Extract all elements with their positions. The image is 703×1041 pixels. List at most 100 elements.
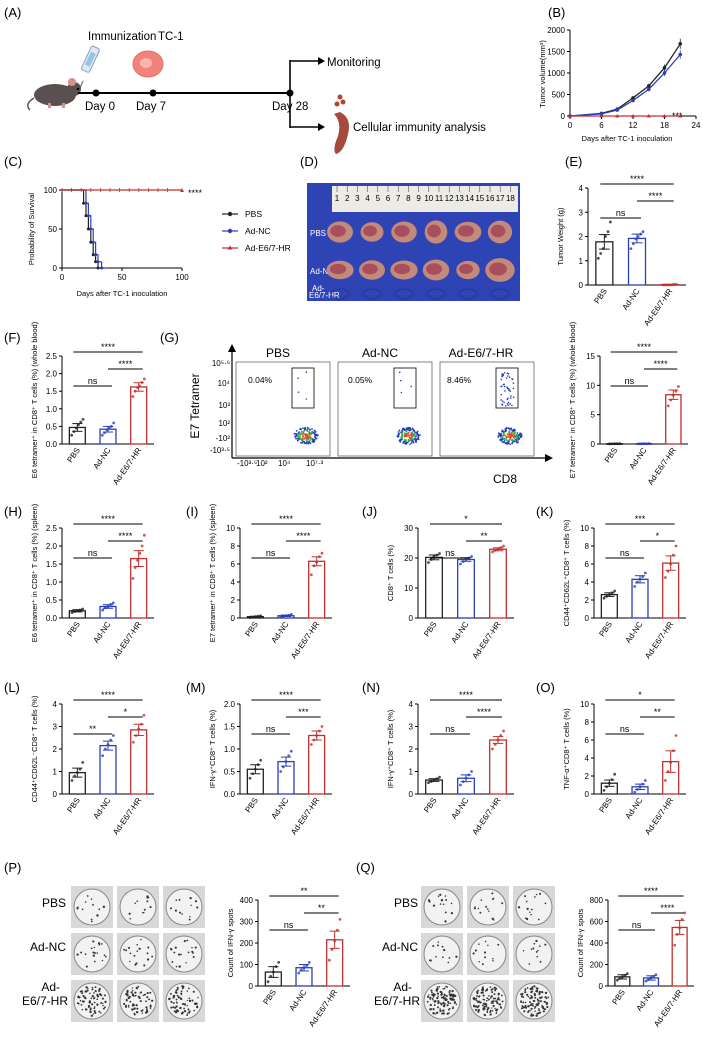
elispot-spot bbox=[546, 1005, 549, 1009]
elispot-spot bbox=[149, 1007, 152, 1009]
flow-event bbox=[500, 434, 503, 437]
elispot-spot bbox=[178, 898, 181, 901]
elispot-spot bbox=[88, 1004, 91, 1008]
flow-gated-event bbox=[507, 373, 510, 375]
elispot-spot bbox=[442, 1009, 445, 1012]
elispot-spot bbox=[96, 1003, 99, 1006]
datapoint-F bbox=[77, 423, 80, 427]
elispot-spot bbox=[176, 1002, 178, 1004]
elispot-spot bbox=[526, 907, 529, 911]
elispot-spot bbox=[142, 912, 144, 914]
tumor-sample-core bbox=[457, 225, 475, 237]
flow-gated-event bbox=[507, 387, 510, 390]
elispot-spot bbox=[534, 1010, 536, 1012]
sig-label-H: ns bbox=[88, 548, 98, 558]
elispot-spot bbox=[180, 992, 183, 995]
elispot-spot bbox=[526, 987, 529, 989]
elispot-spot bbox=[128, 946, 131, 949]
elispot-spot bbox=[432, 1012, 435, 1015]
elispot-well bbox=[469, 888, 507, 926]
flow-plot-frame-2 bbox=[439, 361, 535, 457]
datapoint-M bbox=[251, 772, 255, 776]
survival-point-1 bbox=[86, 214, 90, 218]
elispot-spot bbox=[474, 906, 476, 908]
elispot-spot bbox=[531, 996, 534, 999]
survival-point-0 bbox=[89, 240, 93, 244]
ytick-label-F: 1.0 bbox=[46, 405, 58, 414]
flow-event bbox=[511, 431, 513, 434]
legend-pbs: PBS bbox=[245, 209, 262, 219]
datapoint-G bbox=[618, 442, 622, 445]
datapoint-I bbox=[317, 555, 321, 559]
flow-event bbox=[306, 441, 309, 444]
elispot-spot bbox=[100, 943, 103, 945]
flow-event bbox=[410, 442, 413, 444]
elispot-spot bbox=[475, 997, 477, 1000]
flow-gated-event bbox=[503, 385, 506, 388]
series-point-B bbox=[646, 114, 651, 118]
elispot-spot bbox=[535, 893, 538, 896]
flow-gated-event bbox=[507, 397, 509, 399]
elispot-spot bbox=[98, 987, 101, 990]
ytick-label-M: 2.0 bbox=[224, 700, 236, 709]
flow-event bbox=[506, 433, 509, 436]
datapoint-N bbox=[493, 743, 497, 746]
ruler-number: 9 bbox=[416, 194, 421, 203]
elispot-spot bbox=[526, 917, 529, 921]
bar-chart-E: 0 1 2 3 4 Tumor Weight (g) PBS Ad-NC Ad-E6/7-HR *… bbox=[556, 174, 686, 327]
datapoint-I bbox=[259, 614, 263, 618]
elispot-spot bbox=[77, 995, 80, 997]
series-point-B bbox=[662, 114, 667, 118]
bar-Q-2 bbox=[671, 926, 688, 987]
category-label-N: Ad-NC bbox=[449, 796, 470, 821]
elispot-spot bbox=[488, 910, 490, 912]
datapoint-L bbox=[101, 754, 105, 758]
elispot-spot bbox=[103, 994, 106, 997]
elispot-spot bbox=[535, 951, 538, 953]
datapoint-F bbox=[133, 389, 137, 393]
elispot-spot bbox=[486, 1008, 489, 1011]
ruler-number: 14 bbox=[465, 194, 474, 203]
flow-ytick-5: -10³·⁵ bbox=[210, 446, 230, 455]
datapoint-J bbox=[493, 549, 497, 552]
elispot-spot bbox=[491, 1002, 494, 1005]
xtick-label-C: 100 bbox=[175, 273, 189, 282]
elispot-spot bbox=[149, 1005, 152, 1008]
datapoint-I bbox=[320, 551, 324, 555]
elispot-spot bbox=[517, 906, 521, 909]
elispot-spot bbox=[186, 999, 189, 1002]
elispot-spot bbox=[445, 995, 448, 997]
elispot-spot bbox=[171, 1001, 173, 1004]
flow-event bbox=[300, 441, 302, 444]
datapoint-K bbox=[613, 589, 617, 593]
elispot-spot bbox=[91, 1003, 94, 1006]
sig-label-N: **** bbox=[459, 690, 474, 700]
elispot-spot bbox=[442, 988, 444, 990]
datapoint-K bbox=[641, 575, 645, 578]
elispot-spot bbox=[80, 990, 83, 993]
elispot-spot bbox=[535, 987, 538, 990]
elispot-spot bbox=[521, 992, 524, 996]
elispot-spot bbox=[538, 945, 541, 947]
elispot-spot bbox=[186, 990, 189, 992]
sig-label-Q: **** bbox=[660, 903, 675, 913]
elispot-spot bbox=[124, 1005, 127, 1008]
elispot-spot bbox=[500, 1006, 503, 1009]
flow-ytick-0: 10⁵·⁶ bbox=[212, 359, 230, 368]
elispot-spot bbox=[139, 948, 141, 950]
elispot-spot bbox=[442, 1012, 445, 1015]
elispot-spot bbox=[426, 1000, 429, 1003]
datapoint-F bbox=[110, 425, 113, 428]
flow-gated-event bbox=[502, 374, 505, 377]
elispot-well bbox=[73, 982, 111, 1020]
datapoint-P bbox=[333, 939, 337, 943]
elispot-spot bbox=[101, 997, 104, 1000]
flow-event bbox=[499, 439, 502, 442]
elispot-spot bbox=[86, 989, 89, 992]
elispot-spot bbox=[537, 1002, 540, 1005]
ytick-label-L: 3 bbox=[53, 723, 58, 732]
bar-K-1 bbox=[631, 578, 649, 619]
elispot-spot bbox=[94, 1011, 97, 1014]
elispot-spot bbox=[436, 1011, 439, 1014]
datapoint-Q bbox=[615, 978, 619, 982]
